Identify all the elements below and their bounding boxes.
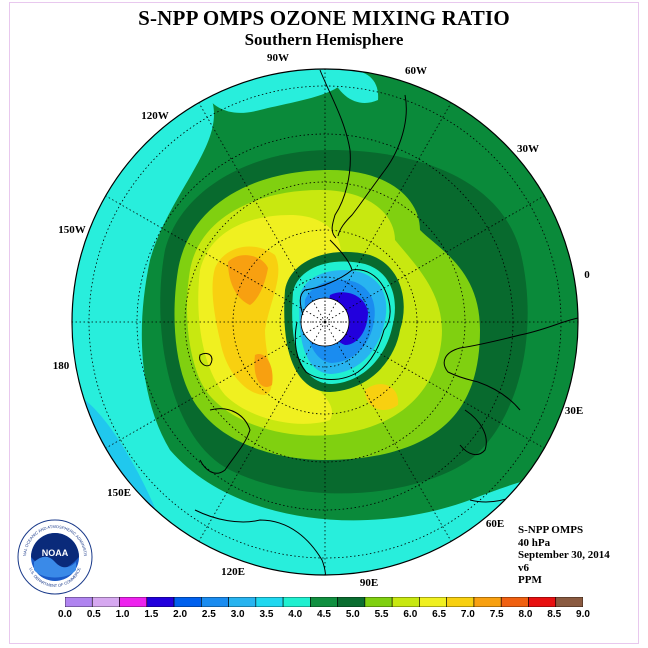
- field-6.5-7-east: [365, 384, 399, 410]
- map-title: S-NPP OMPS OZONE MIXING RATIO: [138, 6, 510, 30]
- colorbar-label: 4.0: [288, 609, 303, 620]
- lon-label-180: 180: [53, 360, 70, 372]
- colorbar-label: 5.5: [374, 609, 389, 620]
- colorbar-label: 7.0: [460, 609, 475, 620]
- info-date: September 30, 2014: [518, 549, 610, 561]
- lon-label-60w: 60W: [405, 65, 427, 77]
- coast-australia-west: [194, 509, 327, 575]
- colorbar-swatch: [473, 597, 502, 607]
- colorbar: [65, 597, 583, 607]
- lon-label-60e: 60E: [486, 518, 504, 530]
- pole-cross: [301, 298, 349, 346]
- colorbar-swatch: [201, 597, 229, 607]
- colorbar-swatch: [310, 597, 338, 607]
- colorbar-swatch: [91, 597, 120, 607]
- lon-label-90e: 90E: [360, 577, 378, 589]
- colorbar-swatch: [555, 597, 583, 607]
- map-boundary: [71, 68, 579, 576]
- info-units: PPM: [518, 574, 542, 586]
- coast-new-zealand: [199, 352, 213, 367]
- colorbar-label: 2.0: [173, 609, 188, 620]
- lon-label-150w: 150W: [58, 224, 86, 236]
- colorbar-label: 3.0: [230, 609, 245, 620]
- colorbar-label: 2.5: [201, 609, 216, 620]
- colorbar-swatch: [65, 597, 93, 607]
- info-version: v6: [518, 561, 529, 574]
- colorbar-swatch: [146, 597, 175, 607]
- map-subtitle: Southern Hemisphere: [244, 30, 404, 49]
- coast-madagascar: [459, 409, 487, 456]
- colorbar-swatch: [228, 597, 257, 607]
- info-block: S-NPP OMPS 40 hPa September 30, 2014 v6 …: [518, 524, 610, 587]
- colorbar-swatch: [528, 597, 557, 607]
- colorbar-swatch: [173, 597, 202, 607]
- coast-south-america-east: [337, 94, 407, 237]
- colorbar-label: 0.5: [86, 609, 101, 620]
- colorbar-label: 1.0: [115, 609, 130, 620]
- figure-frame: [9, 2, 639, 644]
- colorbar-swatch: [500, 597, 529, 607]
- field-3.5-4: [72, 95, 578, 575]
- info-level: 40 hPa: [518, 536, 551, 549]
- colorbar-swatch: [255, 597, 284, 607]
- field-3.5-4-top2: [330, 69, 379, 103]
- colorbar-swatch: [391, 597, 420, 607]
- lon-label-30e: 30E: [565, 405, 583, 417]
- lon-label-150e: 150E: [107, 487, 131, 499]
- colorbar-swatch: [364, 597, 393, 607]
- coast-antarctica: [294, 269, 391, 380]
- colorbar-swatch: [446, 597, 475, 607]
- field-7-7.5-b: [254, 354, 273, 387]
- colorbar-label: 4.5: [317, 609, 331, 620]
- info-instrument: S-NPP OMPS: [518, 524, 584, 536]
- lon-label-30w: 30W: [517, 143, 539, 155]
- coast-south-america-west: [319, 69, 351, 239]
- colorbar-label: 8.0: [518, 609, 533, 620]
- noaa-logo: NOAA NATIONAL OCEANIC AND ATMOSPHERIC AD…: [16, 518, 93, 595]
- field-3-3.5: [80, 400, 160, 520]
- lon-label-90w: 90W: [267, 52, 289, 64]
- colorbar-label: 0.0: [58, 609, 72, 620]
- colorbar-label: 6.0: [403, 609, 418, 620]
- field-3.5-4-top: [205, 69, 350, 113]
- colorbar-swatch: [337, 597, 366, 607]
- colorbar-label: 7.5: [489, 609, 504, 620]
- colorbar-label: 5.0: [345, 609, 360, 620]
- lon-label-120e: 120E: [221, 566, 245, 578]
- coast-antarctic-peninsula: [299, 239, 353, 316]
- colorbar-label: 1.5: [144, 609, 159, 620]
- lon-label-120w: 120W: [141, 110, 169, 122]
- field-7-7.5: [228, 255, 268, 305]
- colorbar-label: 9.0: [576, 609, 590, 620]
- colorbar-swatch: [282, 597, 311, 607]
- colorbar-label: 6.5: [432, 609, 447, 620]
- coast-africa: [443, 317, 578, 411]
- colorbar-label: 3.5: [259, 609, 274, 620]
- coast-australia-south: [199, 408, 251, 474]
- colorbar-swatch: [419, 597, 447, 607]
- colorbar-swatch: [119, 597, 148, 607]
- colorbar-label: 8.5: [547, 609, 562, 620]
- noaa-logo-text: NOAA: [42, 548, 69, 558]
- lon-label-0: 0: [584, 269, 590, 281]
